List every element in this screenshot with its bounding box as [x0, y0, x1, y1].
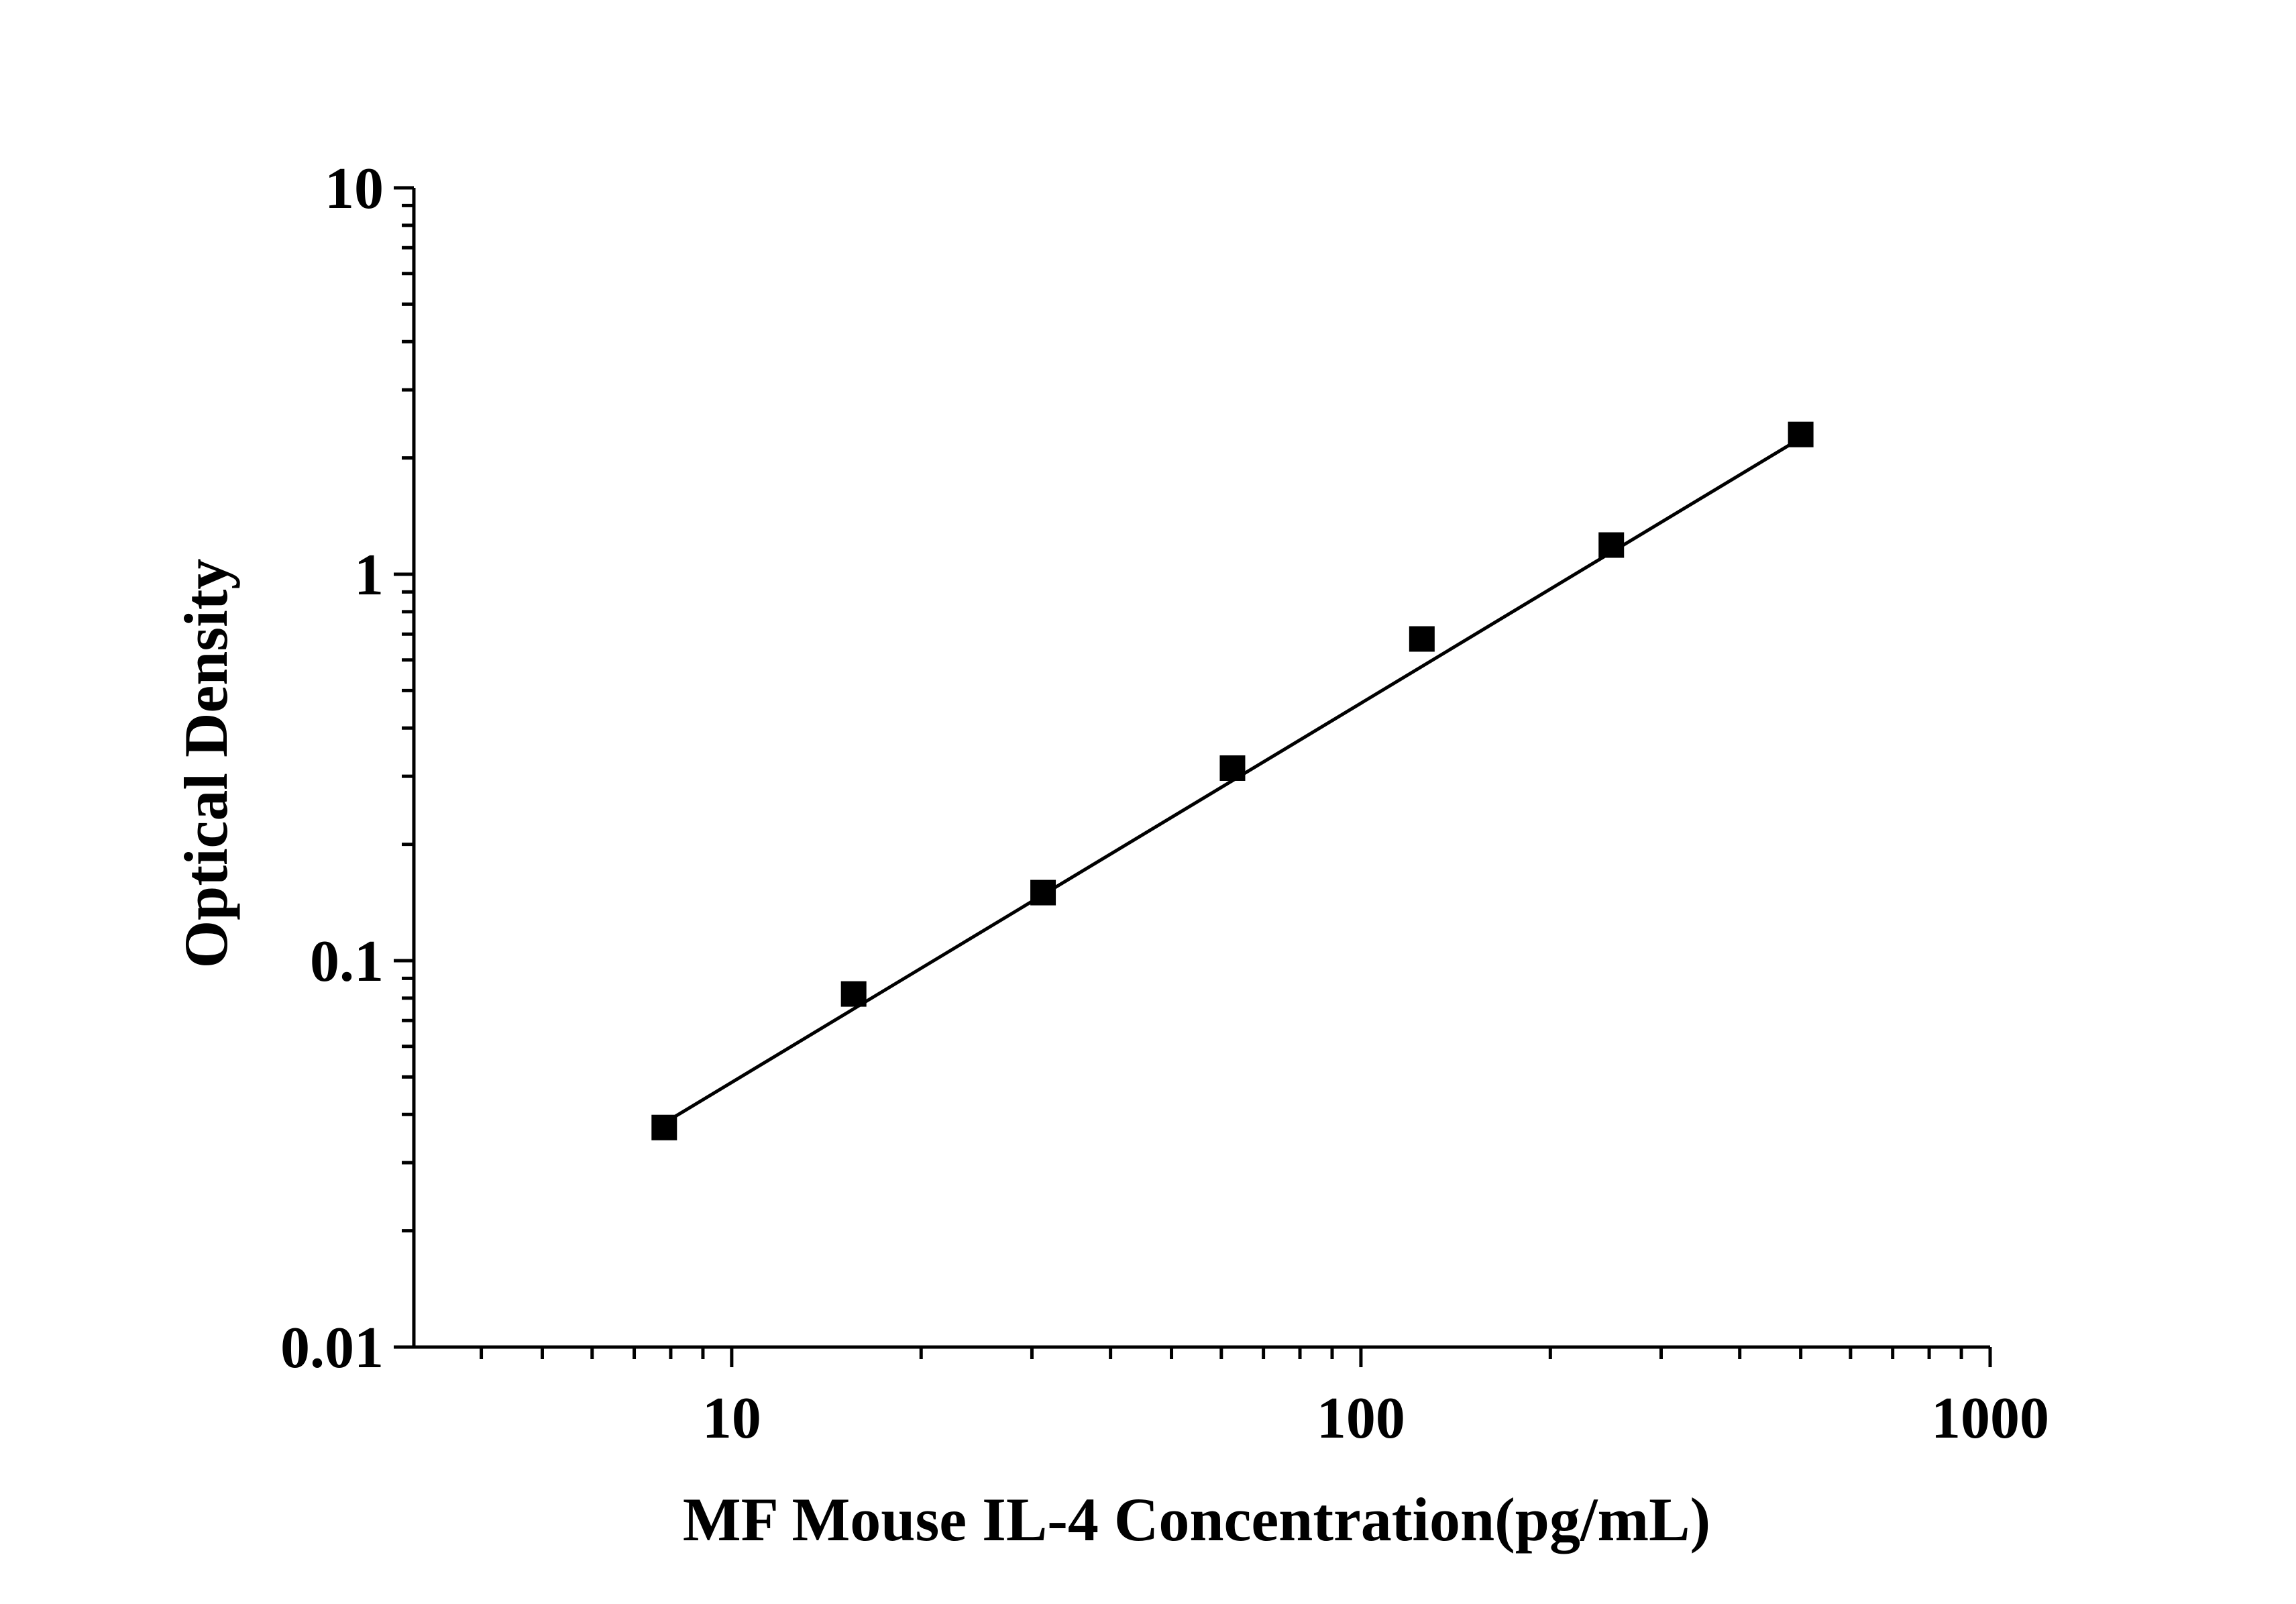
data-point: [1598, 532, 1625, 558]
data-point: [1409, 626, 1435, 652]
y-tick-label: 0.01: [280, 1316, 384, 1381]
data-point: [1030, 879, 1056, 906]
data-point: [840, 981, 867, 1007]
x-axis-title: MF Mouse IL-4 Concentration(pg/mL): [683, 1485, 1710, 1554]
y-tick-label: 0.1: [310, 929, 384, 994]
x-tick-label: 100: [1317, 1386, 1405, 1451]
y-axis-title: Optical Density: [172, 559, 240, 969]
x-tick-label: 1000: [1931, 1386, 2049, 1451]
data-point: [1219, 755, 1246, 781]
y-tick-label: 1: [354, 543, 384, 608]
data-point: [1788, 421, 1814, 447]
y-tick-label: 10: [325, 156, 384, 221]
tick-labels: 10 100 1000 0.01 0.1 1 10: [280, 156, 2049, 1451]
x-tick-label: 10: [702, 1386, 761, 1451]
data-points: [651, 421, 1814, 1140]
axes: [394, 186, 1992, 1367]
data-point: [651, 1114, 677, 1140]
